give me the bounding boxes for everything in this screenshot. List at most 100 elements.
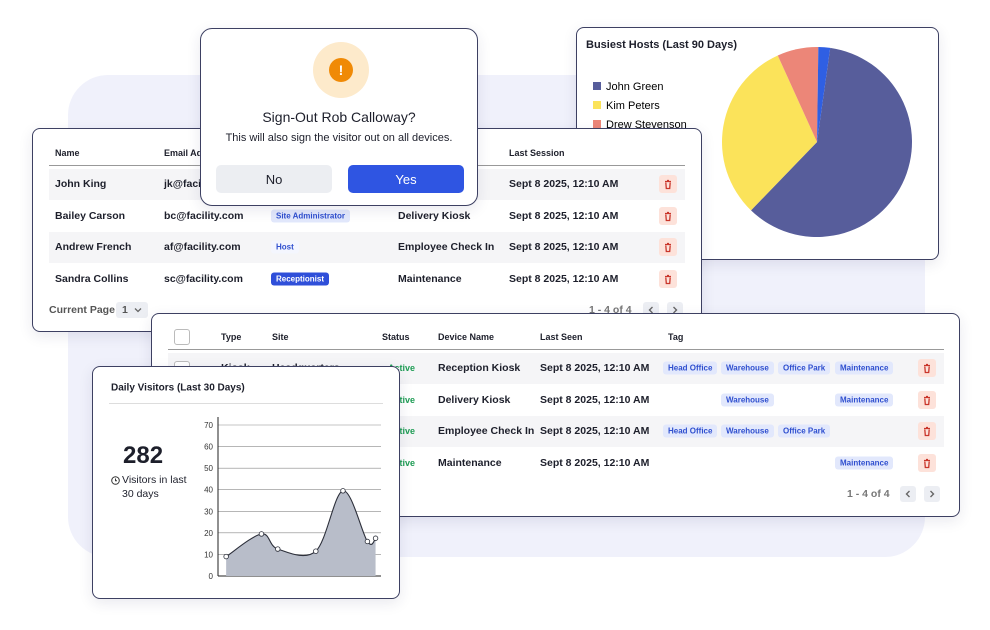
delete-button[interactable] (918, 359, 936, 377)
trash-icon (924, 395, 930, 405)
column-header: Status (382, 332, 410, 342)
checkbox[interactable] (174, 329, 190, 345)
cancel-button[interactable]: No (216, 165, 332, 193)
delete-button[interactable] (659, 206, 677, 225)
tag-pill: Maintenance (835, 361, 894, 375)
data-point (223, 553, 229, 560)
tag-pill: Head Office (663, 361, 718, 375)
pie-slice (777, 47, 819, 142)
last-session: Sept 8 2025, 12:10 AM (509, 178, 619, 190)
device-status: Active (388, 363, 416, 373)
trash-icon (665, 274, 671, 284)
trash-icon (924, 363, 930, 374)
trash-icon (924, 426, 930, 437)
y-tick-label: 30 (204, 507, 213, 516)
area-fill (226, 490, 376, 576)
device-name: Reception Kiosk (438, 362, 521, 374)
last-session: Sept 8 2025, 12:10 AM (509, 241, 619, 253)
legend-label: Kim Peters (606, 100, 660, 112)
trash-icon (665, 179, 671, 190)
device-name: Delivery Kiosk (438, 393, 511, 406)
data-point (275, 546, 281, 552)
legend-swatch (593, 101, 601, 109)
user-device: Delivery Kiosk (398, 209, 471, 222)
data-point (372, 535, 379, 541)
last-seen: Sept 8 2025, 12:10 AM (540, 425, 650, 437)
next-page[interactable] (924, 486, 940, 502)
last-seen: Sept 8 2025, 12:10 AM (540, 456, 650, 469)
user-email: bc@facility.com (164, 209, 244, 222)
user-email: af@facility.com (164, 241, 241, 253)
device-name: Maintenance (438, 456, 502, 469)
chevron (930, 490, 935, 498)
delete-button[interactable] (659, 238, 677, 256)
tag-pill: Maintenance (835, 393, 894, 406)
page-range: 1 - 4 of 4 (847, 488, 890, 500)
confirm-button[interactable]: Yes (348, 165, 464, 193)
total-label: Visitors in last 30 days (122, 474, 187, 500)
last-session: Sept 8 2025, 12:10 AM (509, 272, 619, 285)
dialog-message: This will also sign the visitor out on a… (225, 132, 453, 144)
user-name: Andrew French (55, 241, 132, 253)
role-badge: Host (271, 240, 299, 254)
pie-slice (751, 47, 912, 238)
page-number: 1 (122, 304, 128, 316)
delete-button[interactable] (659, 269, 677, 288)
y-tick-label: 70 (204, 421, 213, 430)
device-status: Active (388, 426, 416, 436)
tag-pill: Office Park (778, 424, 831, 438)
column-header: Last Session (509, 148, 565, 158)
trash-icon (665, 242, 671, 253)
tag-pill: Office Park (778, 361, 831, 375)
chevron (673, 306, 678, 314)
dialog-title: Sign-Out Rob Calloway? (262, 109, 416, 125)
user-device: Maintenance (398, 272, 462, 285)
user-email: sc@facility.com (164, 272, 243, 285)
trash-icon (924, 458, 930, 468)
area-chart: 0 10 20 30 40 50 60 70 (204, 417, 381, 581)
user-name: Bailey Carson (55, 209, 126, 222)
column-header: Device Name (438, 332, 495, 342)
data-point (340, 488, 346, 494)
divider (109, 403, 383, 404)
hosts-card: Busiest Hosts (Last 90 Days) John Green K… (576, 27, 939, 260)
data-point (258, 531, 265, 537)
chevron (134, 308, 142, 313)
legend-swatch (593, 120, 601, 128)
legend-label: John Green (606, 81, 663, 93)
role-badge: Receptionist (271, 272, 330, 285)
last-seen: Sept 8 2025, 12:10 AM (540, 393, 650, 406)
column-header: Last Seen (540, 332, 583, 342)
total-value: 282 (123, 442, 164, 469)
delete-button[interactable] (918, 453, 936, 472)
column-header: Tag (668, 332, 684, 342)
pie-slice (817, 47, 831, 142)
last-session: Sept 8 2025, 12:10 AM (509, 209, 619, 222)
y-tick-label: 10 (204, 550, 213, 559)
page-select[interactable]: 1 (116, 302, 148, 318)
clock-icon (111, 476, 120, 485)
y-tick-label: 40 (204, 486, 213, 495)
icon-glyph: ! (339, 62, 344, 78)
user-name: Sandra Collins (55, 272, 129, 285)
pie-slice (722, 55, 817, 211)
y-tick-label: 60 (204, 443, 213, 452)
device-status: Active (388, 457, 416, 468)
y-tick-label: 0 (209, 572, 214, 581)
role-badge: Site Administrator (271, 209, 351, 222)
tag-pill: Warehouse (721, 424, 774, 438)
page-label: Current Page (49, 304, 115, 316)
warning-icon: ! (313, 42, 369, 98)
card-title: Busiest Hosts (Last 90 Days) (586, 39, 737, 51)
confirm-dialog: ! Sign-Out Rob Calloway? This will also … (200, 28, 478, 206)
data-point (364, 538, 371, 545)
legend-swatch (593, 82, 601, 90)
y-tick-label: 50 (204, 464, 213, 473)
user-device: Employee Check In (398, 241, 495, 253)
prev-page[interactable] (900, 486, 916, 502)
delete-button[interactable] (659, 175, 677, 193)
delete-button[interactable] (918, 422, 936, 440)
delete-button[interactable] (918, 390, 936, 409)
device-name: Employee Check In (438, 425, 535, 437)
